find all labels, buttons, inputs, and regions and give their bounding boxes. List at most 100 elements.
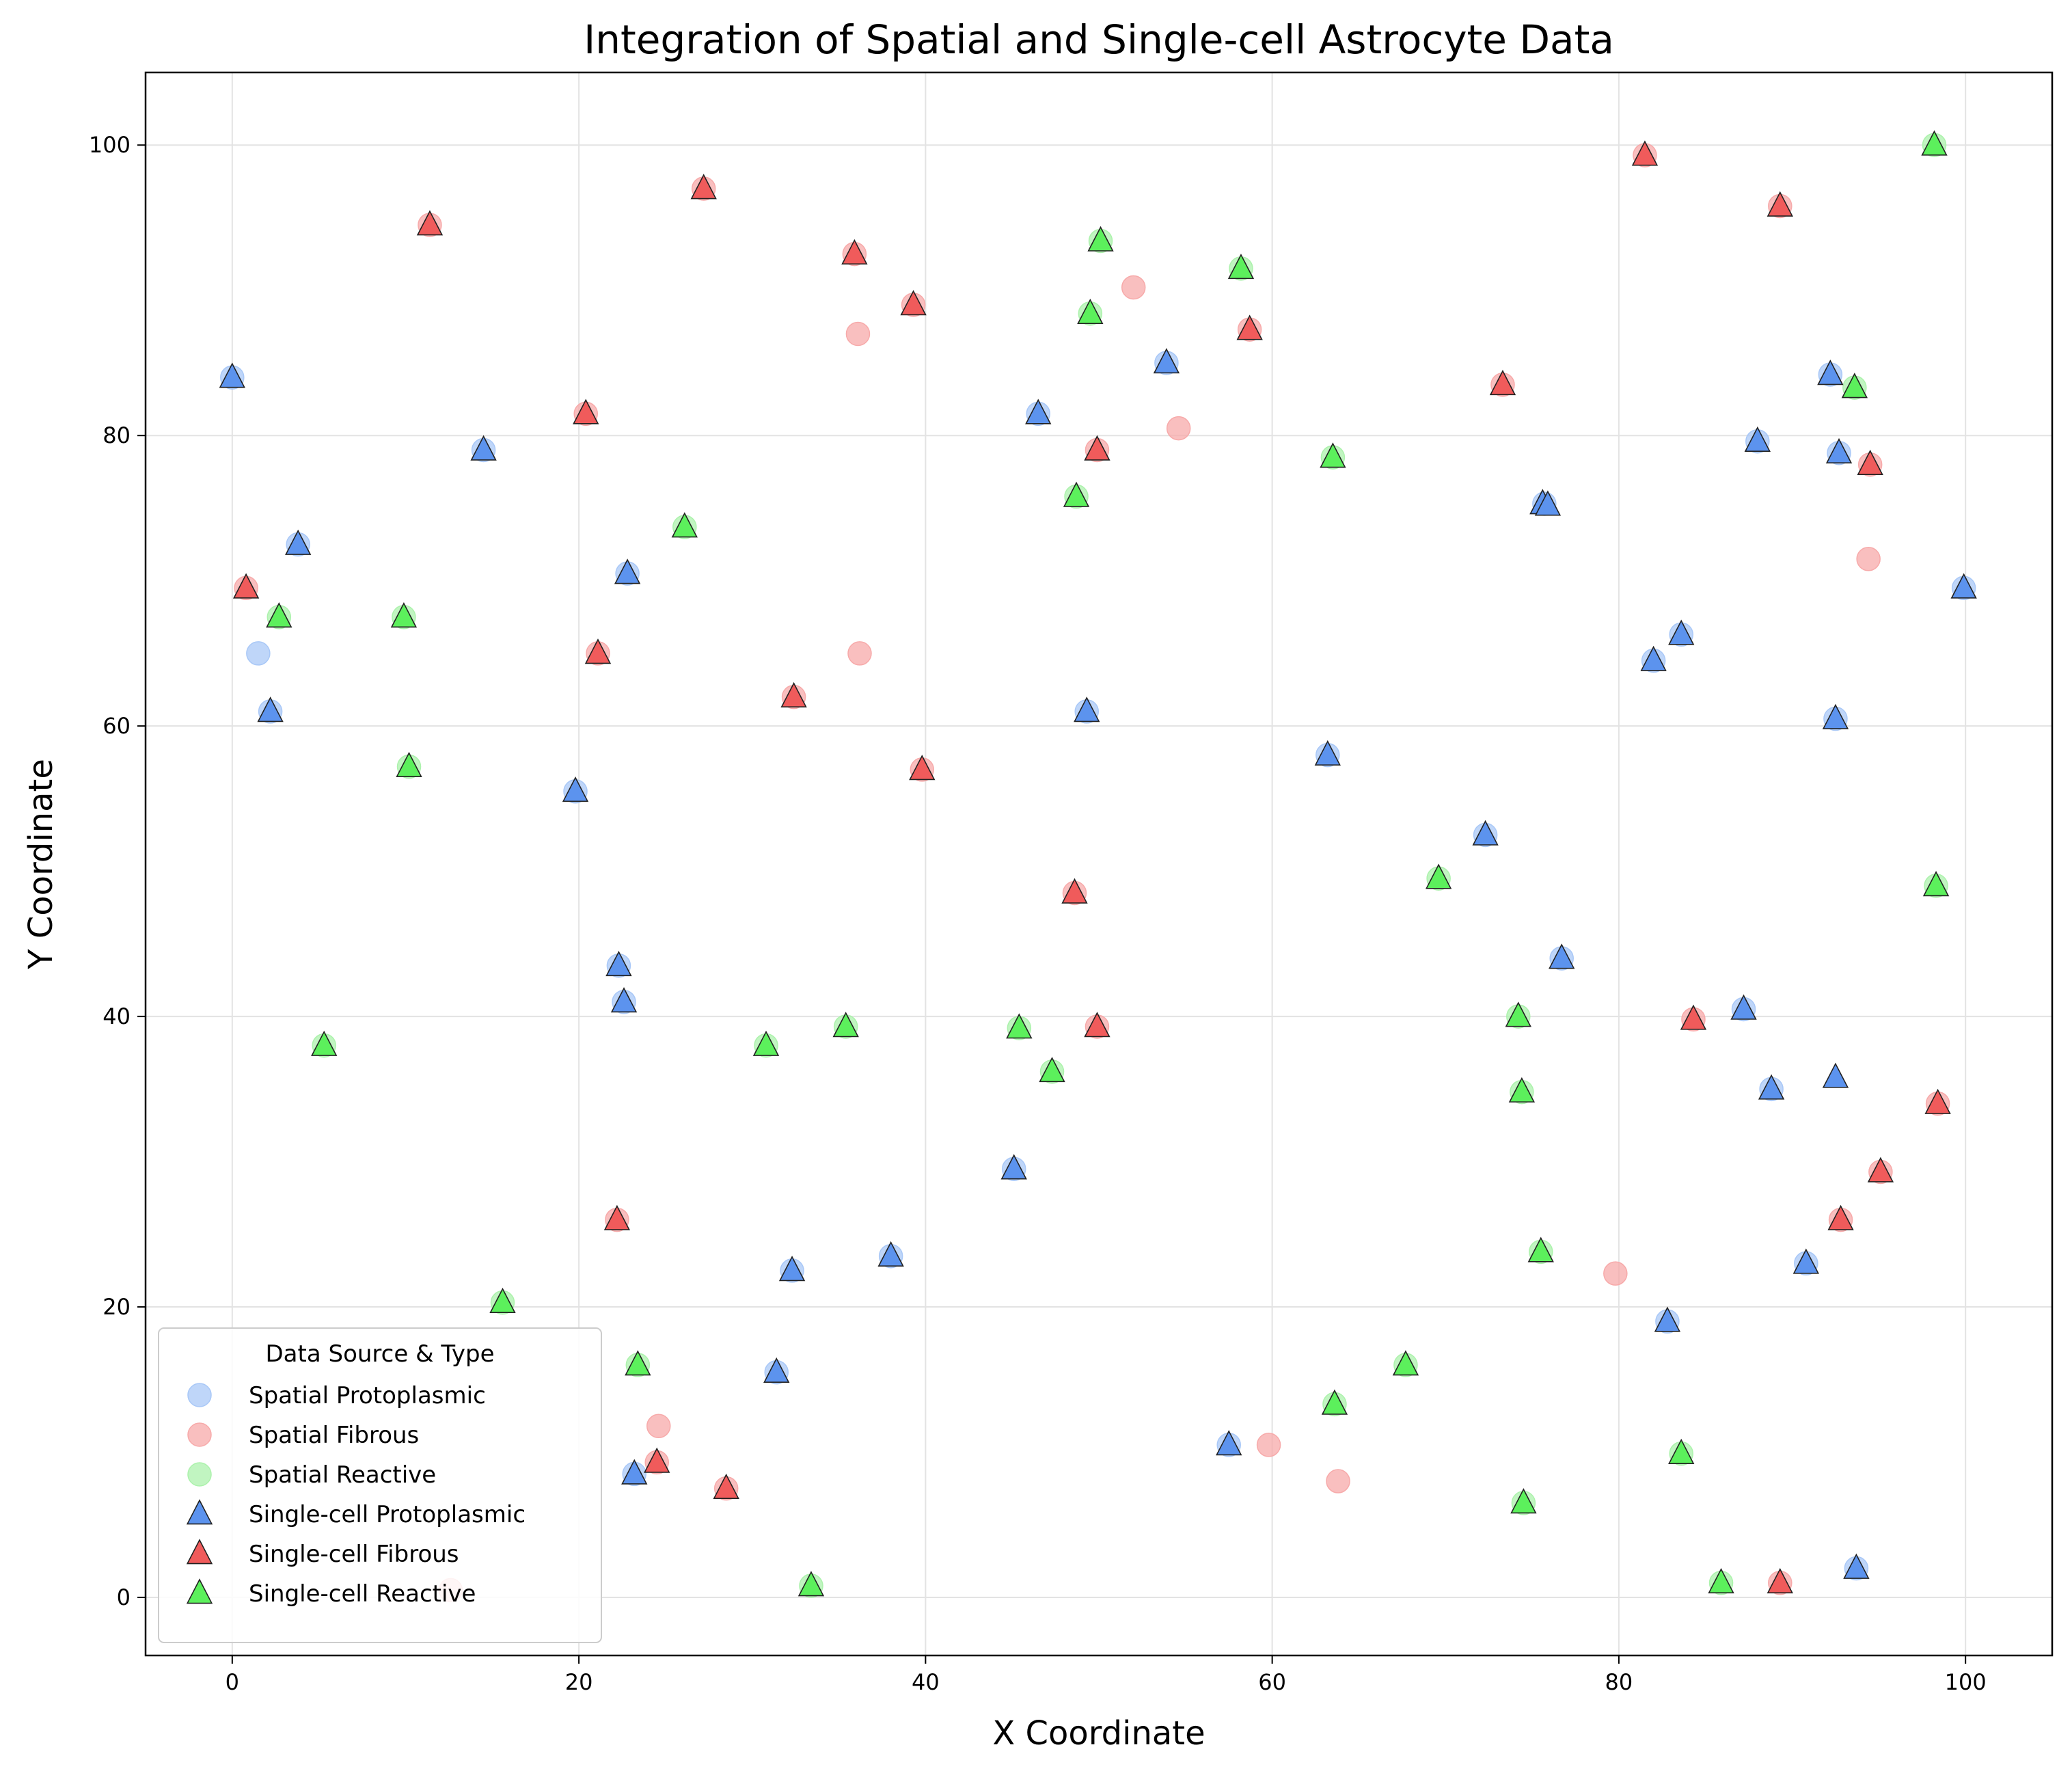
data-point xyxy=(1817,360,1844,386)
data-point xyxy=(1153,348,1180,374)
data-point xyxy=(1549,943,1575,969)
data-point xyxy=(390,602,418,628)
legend-title: Data Source & Type xyxy=(266,1340,495,1368)
legend-marker xyxy=(187,1462,212,1487)
data-point xyxy=(1077,298,1104,325)
data-point xyxy=(1767,1567,1793,1594)
data-point xyxy=(470,435,497,461)
y-tick-label: 0 xyxy=(117,1584,131,1610)
data-point xyxy=(232,573,260,599)
data-point xyxy=(1074,697,1100,722)
data-point xyxy=(603,1204,631,1230)
data-point xyxy=(671,512,698,538)
y-tick-label: 20 xyxy=(103,1294,131,1320)
data-point xyxy=(1087,226,1114,252)
series-single-cell-fibrous xyxy=(232,140,1951,1594)
data-point xyxy=(1708,1567,1734,1594)
data-point xyxy=(1227,254,1255,280)
data-point xyxy=(1950,573,1977,599)
data-point xyxy=(1640,645,1667,671)
x-tick-label: 40 xyxy=(912,1669,940,1695)
data-point xyxy=(1510,1488,1537,1514)
data-point xyxy=(847,641,872,666)
legend-marker xyxy=(186,1499,213,1525)
data-point xyxy=(311,1030,338,1056)
data-point xyxy=(900,290,927,316)
x-tick-label: 60 xyxy=(1258,1669,1286,1695)
data-point xyxy=(1236,314,1263,340)
legend: Data Source & Type Spatial Protoplasmic S… xyxy=(158,1327,602,1643)
data-point xyxy=(285,529,312,555)
data-point xyxy=(752,1030,780,1056)
y-tick-label: 80 xyxy=(103,422,131,448)
y-tick-label: 60 xyxy=(103,713,131,739)
data-point xyxy=(605,950,632,977)
data-point xyxy=(614,558,641,584)
data-point xyxy=(845,321,871,347)
data-point xyxy=(1392,1350,1419,1376)
legend-marker xyxy=(186,1539,213,1565)
data-point xyxy=(1084,1012,1110,1038)
data-point xyxy=(1827,1204,1854,1230)
data-point xyxy=(841,239,868,265)
data-point xyxy=(625,1350,651,1376)
data-point xyxy=(1792,1248,1820,1274)
data-point xyxy=(621,1459,648,1485)
data-point xyxy=(1603,1261,1628,1286)
data-point xyxy=(1857,449,1883,476)
data-point xyxy=(780,681,807,707)
legend-marker xyxy=(187,1422,212,1447)
legend-label: Spatial Protoplasmic xyxy=(249,1382,486,1409)
y-axis-title: Y Coordinate xyxy=(22,759,60,970)
x-tick-label: 100 xyxy=(1945,1669,1987,1695)
data-point xyxy=(1121,275,1146,300)
data-point xyxy=(1730,994,1757,1020)
data-point xyxy=(1843,1553,1870,1579)
data-point xyxy=(396,751,422,777)
data-point xyxy=(1668,619,1695,645)
data-point xyxy=(1039,1057,1065,1083)
data-point xyxy=(266,602,292,628)
data-point xyxy=(690,174,717,200)
data-point xyxy=(1631,140,1659,166)
legend-label: Single-cell Reactive xyxy=(249,1580,476,1608)
data-point xyxy=(798,1571,825,1597)
series-single-cell-reactive xyxy=(266,130,1950,1597)
x-tick-label: 20 xyxy=(565,1669,593,1695)
data-point xyxy=(1061,878,1088,904)
data-point xyxy=(1758,1074,1785,1100)
legend-box xyxy=(158,1327,602,1643)
data-point xyxy=(1216,1430,1242,1456)
data-point xyxy=(1321,1389,1348,1415)
data-point xyxy=(1841,373,1868,398)
data-point xyxy=(778,1256,806,1282)
data-point xyxy=(1314,740,1341,766)
plot-frame xyxy=(144,71,2054,1657)
data-point xyxy=(1921,130,1948,156)
grid xyxy=(146,72,2052,1655)
data-point xyxy=(416,210,444,236)
data-point xyxy=(573,398,599,424)
series-single-cell-protoplasmic xyxy=(219,348,1977,1579)
data-point xyxy=(1084,435,1110,461)
data-point xyxy=(1856,547,1881,571)
data-point xyxy=(1425,863,1452,889)
x-tick-label: 80 xyxy=(1605,1669,1633,1695)
data-point xyxy=(646,1414,671,1439)
data-point xyxy=(832,1012,859,1038)
data-point xyxy=(1822,703,1849,729)
data-point xyxy=(246,641,271,666)
data-point xyxy=(1326,1469,1350,1493)
data-point xyxy=(584,638,612,664)
data-point xyxy=(257,697,284,722)
data-point xyxy=(1668,1438,1695,1464)
y-tick-label: 100 xyxy=(89,132,131,158)
axis-ticks: 0 20 40 60 80 100 0 20 40 60 80 100 xyxy=(89,132,1987,1695)
data-point xyxy=(1534,490,1562,516)
legend-label: Spatial Fibrous xyxy=(249,1422,419,1449)
data-point xyxy=(1000,1154,1027,1180)
data-point xyxy=(1063,481,1090,507)
data-point xyxy=(489,1287,516,1314)
data-point xyxy=(1166,416,1191,441)
